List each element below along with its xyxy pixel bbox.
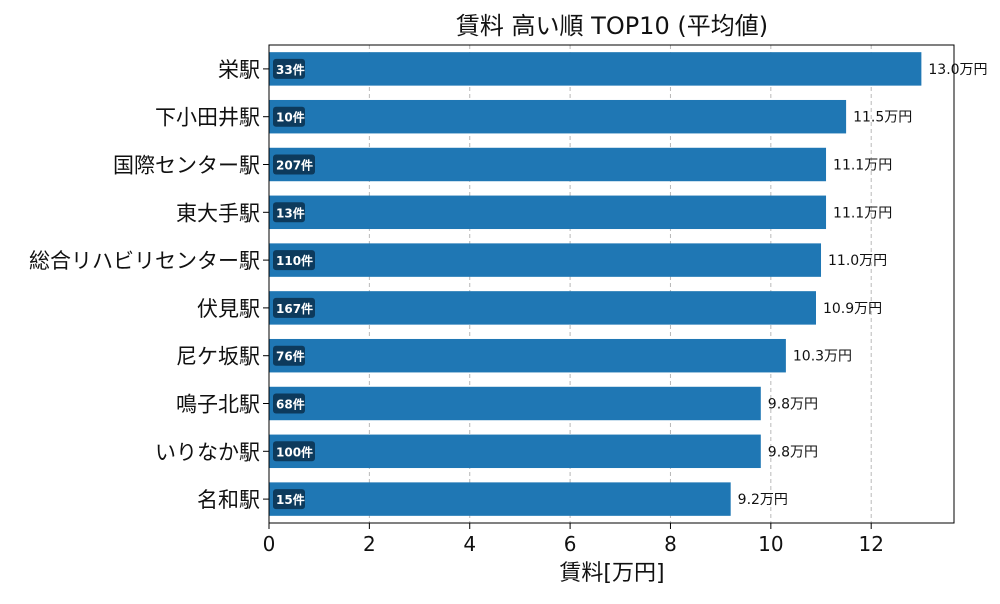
x-tick-label: 0 xyxy=(263,532,276,556)
plot-frame xyxy=(268,44,955,524)
category-label: 尼ケ坂駅 xyxy=(176,345,260,369)
count-label: 167件 xyxy=(276,301,313,316)
count-label: 110件 xyxy=(276,253,313,268)
value-label: 11.0万円 xyxy=(828,253,887,269)
count-badge xyxy=(273,441,315,462)
count-label: 10件 xyxy=(276,110,305,125)
bar xyxy=(269,243,822,277)
category-label: 伏見駅 xyxy=(197,297,260,321)
category-label: 鳴子北駅 xyxy=(176,393,260,417)
value-label: 13.0万円 xyxy=(928,62,987,78)
x-tick-label: 12 xyxy=(858,532,883,556)
category-label: 下小田井駅 xyxy=(155,106,260,130)
bar xyxy=(269,434,761,469)
bar xyxy=(269,52,922,86)
bar xyxy=(269,195,827,230)
value-label: 11.1万円 xyxy=(833,205,892,221)
value-label: 9.8万円 xyxy=(768,444,818,460)
category-label: 東大手駅 xyxy=(176,201,260,225)
x-axis-label: 賃料[万円] xyxy=(559,561,664,586)
category-label: 栄駅 xyxy=(218,58,260,82)
chart-title: 賃料 高い順 TOP10 (平均値) xyxy=(456,12,768,40)
bar xyxy=(269,99,847,134)
bars: 13.0万円 33件 11.5万円 10件 11.1万円 207件 11.1万円 13件 11.… xyxy=(269,52,988,516)
count-label: 100件 xyxy=(276,444,313,459)
count-badge xyxy=(273,250,315,271)
count-badge xyxy=(273,58,305,79)
count-badge xyxy=(273,489,305,510)
category-label: 国際センター駅 xyxy=(113,154,260,178)
bar xyxy=(269,386,761,421)
category-label: 名和駅 xyxy=(197,488,260,512)
category-label: 総合リハビリセンター駅 xyxy=(29,249,260,273)
value-label: 10.3万円 xyxy=(793,349,852,365)
bar xyxy=(269,147,827,182)
category-labels: 栄駅下小田井駅国際センター駅東大手駅総合リハビリセンター駅伏見駅尼ケ坂駅鳴子北駅… xyxy=(29,58,269,512)
count-label: 68件 xyxy=(276,397,305,412)
category-label: いりなか駅 xyxy=(155,440,260,464)
count-badge xyxy=(273,345,305,366)
count-badge xyxy=(273,154,315,175)
count-label: 33件 xyxy=(276,62,305,77)
value-label: 11.1万円 xyxy=(833,158,892,174)
value-label: 10.9万円 xyxy=(823,301,882,317)
count-badge xyxy=(273,202,305,223)
bar xyxy=(269,338,786,373)
x-tick-label: 8 xyxy=(664,532,677,556)
value-label: 9.8万円 xyxy=(768,397,818,413)
count-label: 76件 xyxy=(276,349,305,364)
count-badge xyxy=(273,106,305,127)
count-badge xyxy=(273,393,305,414)
bar xyxy=(269,482,731,516)
x-tick-label: 4 xyxy=(463,532,476,556)
bar xyxy=(269,291,816,325)
count-label: 13件 xyxy=(276,205,305,220)
count-label: 15件 xyxy=(276,492,305,507)
count-badge xyxy=(273,297,315,318)
x-tick-label: 2 xyxy=(363,532,376,556)
count-label: 207件 xyxy=(276,158,313,173)
x-ticks: 0 2 4 6 8 10 12 xyxy=(263,523,884,556)
value-label: 11.5万円 xyxy=(853,110,912,126)
value-label: 9.2万円 xyxy=(738,492,788,508)
x-tick-label: 6 xyxy=(564,532,577,556)
x-tick-label: 10 xyxy=(758,532,783,556)
